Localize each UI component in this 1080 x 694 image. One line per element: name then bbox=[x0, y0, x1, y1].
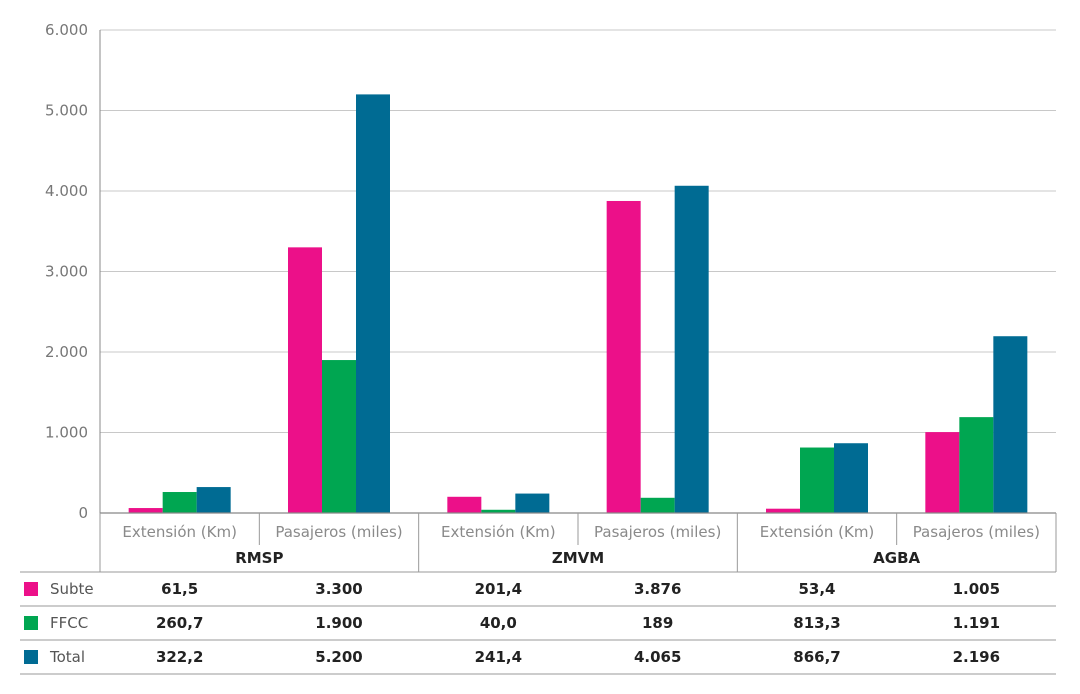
group-label: AGBA bbox=[873, 549, 920, 567]
y-tick-label: 6.000 bbox=[45, 21, 88, 39]
bars bbox=[128, 94, 1028, 514]
data-label: 3.300 bbox=[315, 580, 362, 598]
y-axis-ticks: 0 1.000 2.000 3.000 4.000 5.000 6.000 bbox=[45, 21, 88, 522]
bar-subte-0 bbox=[128, 508, 163, 513]
bar-total-5 bbox=[993, 336, 1028, 513]
data-label: 1.005 bbox=[953, 580, 1000, 598]
data-label: 241,4 bbox=[475, 648, 522, 666]
legend-swatch bbox=[24, 582, 38, 596]
data-label: 3.876 bbox=[634, 580, 681, 598]
bar-ffcc-3 bbox=[640, 497, 675, 513]
category-label: Extensión (Km) bbox=[760, 523, 875, 541]
y-tick-label: 2.000 bbox=[45, 343, 88, 361]
legend-swatch bbox=[24, 650, 38, 664]
gridlines bbox=[100, 29, 1056, 433]
data-label: 61,5 bbox=[161, 580, 198, 598]
bar-ffcc-5 bbox=[959, 417, 994, 513]
data-label: 201,4 bbox=[475, 580, 522, 598]
category-labels: Extensión (Km) Pasajeros (miles) Extensión… bbox=[99, 513, 1057, 572]
data-label: 2.196 bbox=[953, 648, 1000, 666]
data-label: 1.191 bbox=[953, 614, 1000, 632]
category-label: Pasajeros (miles) bbox=[275, 523, 402, 541]
legend-label: Subte bbox=[50, 580, 94, 598]
category-label: Pasajeros (miles) bbox=[594, 523, 721, 541]
data-label: 866,7 bbox=[793, 648, 840, 666]
bar-subte-4 bbox=[766, 508, 800, 513]
bar-ffcc-0 bbox=[162, 492, 197, 513]
y-tick-label: 5.000 bbox=[45, 102, 88, 120]
data-label: 260,7 bbox=[156, 614, 203, 632]
data-label: 1.900 bbox=[315, 614, 362, 632]
legend-label: FFCC bbox=[50, 614, 88, 632]
bar-subte-2 bbox=[447, 496, 482, 513]
legend-label: Total bbox=[49, 648, 85, 666]
legend-swatch bbox=[24, 616, 38, 630]
bar-subte-1 bbox=[288, 247, 322, 513]
y-tick-label: 0 bbox=[78, 504, 88, 522]
bar-total-3 bbox=[674, 185, 709, 513]
bar-ffcc-1 bbox=[322, 360, 356, 513]
bar-ffcc-4 bbox=[800, 447, 834, 513]
bar-total-1 bbox=[356, 94, 390, 514]
category-label: Pasajeros (miles) bbox=[913, 523, 1040, 541]
group-label: RMSP bbox=[235, 549, 283, 567]
y-tick-label: 1.000 bbox=[45, 424, 88, 442]
bar-ffcc-2 bbox=[481, 509, 516, 513]
data-label: 813,3 bbox=[793, 614, 840, 632]
data-label: 4.065 bbox=[634, 648, 681, 666]
data-label: 189 bbox=[642, 614, 673, 632]
data-table: Subte 61,5 3.300 201,4 3.876 53,4 1.005 FFCC 260… bbox=[20, 571, 1056, 675]
data-label: 5.200 bbox=[315, 648, 362, 666]
category-label: Extensión (Km) bbox=[441, 523, 556, 541]
category-label: Extensión (Km) bbox=[122, 523, 237, 541]
bar-subte-5 bbox=[925, 432, 960, 513]
bar-subte-3 bbox=[606, 200, 641, 513]
y-tick-label: 4.000 bbox=[45, 182, 88, 200]
data-label: 53,4 bbox=[798, 580, 835, 598]
bar-total-0 bbox=[196, 487, 231, 513]
y-tick-label: 3.000 bbox=[45, 263, 88, 281]
bar-total-2 bbox=[515, 493, 550, 513]
data-label: 322,2 bbox=[156, 648, 203, 666]
bar-total-4 bbox=[834, 443, 868, 513]
data-label: 40,0 bbox=[480, 614, 517, 632]
group-label: ZMVM bbox=[552, 549, 604, 567]
